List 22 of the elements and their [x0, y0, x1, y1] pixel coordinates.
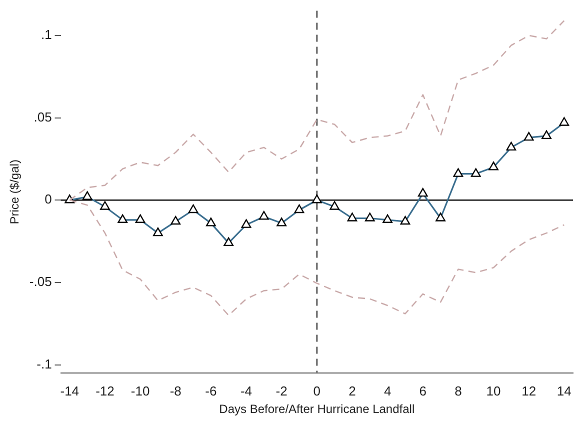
y-tick-label: -.05	[29, 274, 52, 290]
y-tick-label: .05	[34, 109, 52, 124]
x-tick-label: 4	[384, 383, 392, 398]
x-tick-label: -6	[205, 383, 217, 398]
x-tick-label: -2	[276, 383, 288, 398]
x-tick-label: -10	[130, 383, 150, 398]
y-tick-label: .1	[40, 27, 52, 42]
y-tick-label: -.1	[36, 356, 52, 372]
x-tick-label: -12	[96, 383, 114, 398]
x-tick-label: 2	[348, 383, 356, 398]
x-tick-label: 14	[556, 383, 572, 398]
x-tick-label: -14	[60, 383, 80, 398]
x-tick-label: 0	[313, 383, 321, 398]
x-tick-label: 8	[454, 383, 462, 398]
x-axis-title: Days Before/After Hurricane Landfall	[219, 402, 415, 416]
y-tick-label: 0	[44, 192, 52, 207]
x-tick-label: 12	[522, 383, 536, 398]
x-tick-label: 10	[486, 383, 501, 398]
x-tick-label: 6	[419, 383, 426, 398]
y-axis-title: Price ($/gal)	[8, 160, 22, 224]
x-tick-label: -8	[170, 383, 182, 398]
x-tick-label: -4	[240, 383, 252, 398]
